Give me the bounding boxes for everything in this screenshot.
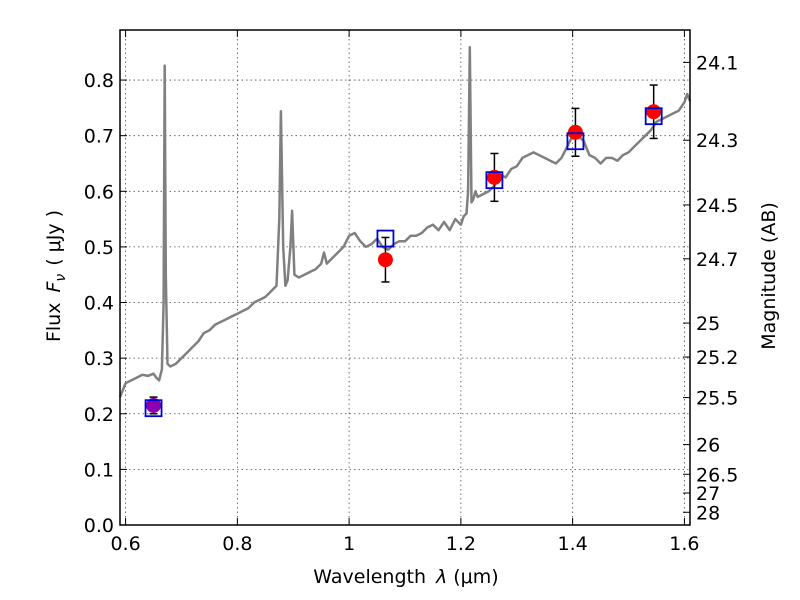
x-tick-label: 0.6: [110, 533, 140, 555]
y-axis-label-unit: ( μJy ): [43, 210, 65, 266]
y-tick-label: 0.5: [84, 237, 114, 259]
y-tick-label: 0.8: [84, 70, 114, 92]
y2-tick-label: 26: [696, 435, 720, 457]
y-tick-label: 0.3: [84, 348, 114, 370]
model-point: [566, 132, 585, 151]
sed-model-line: [118, 45, 692, 398]
grid-lines: [120, 30, 690, 526]
y-axis-label-text: Flux: [43, 303, 65, 343]
y2-axis-label: Magnitude (AB): [758, 202, 780, 350]
observed-point: [646, 104, 662, 120]
y-axis-label-symbol: F: [43, 281, 65, 293]
y2-tick-label: 24.5: [696, 195, 738, 217]
y2-tick-label: 25.2: [696, 347, 738, 369]
y-tick-label: 0.6: [84, 181, 114, 203]
model-point: [485, 171, 504, 190]
observed-point: [486, 169, 502, 185]
model-point: [644, 107, 663, 126]
model-point: [144, 399, 163, 418]
y-tick-label: 0.2: [84, 404, 114, 426]
model-point: [376, 229, 395, 248]
y2-tick-label: 24.1: [696, 52, 738, 74]
y2-tick-label: 25: [696, 313, 720, 335]
x-tick-label: 1: [343, 533, 355, 555]
y-tick-label: 0.4: [84, 293, 114, 315]
y2-tick-label: 26.5: [696, 464, 738, 486]
x-tick-label: 1.2: [446, 533, 476, 555]
y2-tick-label: 27: [696, 483, 720, 505]
y2-tick-label: 24.3: [696, 130, 738, 152]
plot-area: [118, 45, 692, 418]
y2-tick-label: 24.7: [696, 249, 738, 271]
x-axis-label: Wavelength λ (μm): [313, 566, 498, 588]
x-axis-label-unit: (μm): [453, 566, 498, 588]
x-tick-label: 1.4: [558, 533, 588, 555]
x-tick-label: 0.8: [222, 533, 252, 555]
y2-tick-label: 28: [696, 502, 720, 524]
y-tick-label: 0.7: [84, 126, 114, 148]
axes-frame: [119, 29, 691, 526]
observed-point: [377, 252, 393, 268]
y-axis-label-subscript: ν: [53, 274, 69, 282]
y-axis-label: Flux Fν ( μJy ): [43, 210, 69, 342]
x-tick-label: 1.6: [669, 533, 699, 555]
y-tick-label: 0.0: [84, 515, 114, 537]
y-tick-label: 0.1: [84, 459, 114, 481]
y2-tick-label: 25.5: [696, 388, 738, 410]
x-axis-label-text: Wavelength: [313, 566, 426, 588]
observed-point: [146, 397, 162, 413]
axis-ticks: 0.6 0.8 1 1.2 1.4 1.6 0.0 0.1 0.2 0.3 0.4 0.5 0.6 0.7…: [84, 30, 738, 555]
x-axis-label-symbol: λ: [435, 566, 447, 588]
